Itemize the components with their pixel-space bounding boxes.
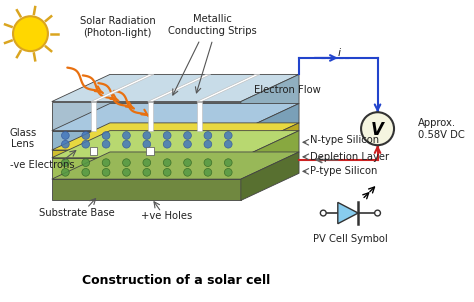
Circle shape <box>82 169 90 176</box>
Circle shape <box>143 159 151 166</box>
Text: V: V <box>371 121 384 139</box>
Text: N-type Silicon: N-type Silicon <box>310 135 379 145</box>
Polygon shape <box>338 202 358 224</box>
Polygon shape <box>148 74 211 101</box>
Polygon shape <box>52 74 299 101</box>
Circle shape <box>62 169 69 176</box>
Text: P-type Silicon: P-type Silicon <box>310 166 377 176</box>
Circle shape <box>143 140 151 148</box>
Circle shape <box>102 169 110 176</box>
Polygon shape <box>52 150 241 158</box>
Circle shape <box>13 16 48 51</box>
Polygon shape <box>52 123 299 150</box>
Circle shape <box>82 132 90 139</box>
Polygon shape <box>52 131 241 150</box>
Circle shape <box>204 132 212 139</box>
Polygon shape <box>91 101 96 131</box>
Circle shape <box>374 210 381 216</box>
Circle shape <box>204 159 212 166</box>
Circle shape <box>164 132 171 139</box>
Text: i: i <box>337 48 340 58</box>
Circle shape <box>183 159 191 166</box>
Polygon shape <box>241 104 299 150</box>
Polygon shape <box>197 101 201 131</box>
Text: +ve Holes: +ve Holes <box>141 211 192 221</box>
Text: Solar Radiation
(Photon-light): Solar Radiation (Photon-light) <box>80 16 155 38</box>
Text: Substrate Base: Substrate Base <box>39 208 115 218</box>
Circle shape <box>320 210 326 216</box>
Circle shape <box>102 159 110 166</box>
Circle shape <box>102 132 110 139</box>
Polygon shape <box>52 131 299 158</box>
Circle shape <box>82 140 90 148</box>
Polygon shape <box>241 131 299 179</box>
Circle shape <box>143 132 151 139</box>
Circle shape <box>361 112 394 145</box>
Circle shape <box>62 159 69 166</box>
Circle shape <box>123 169 130 176</box>
Circle shape <box>164 159 171 166</box>
Circle shape <box>123 140 130 148</box>
Circle shape <box>224 132 232 139</box>
Text: Electron Flow: Electron Flow <box>254 85 321 95</box>
Polygon shape <box>197 74 260 101</box>
Circle shape <box>123 132 130 139</box>
Circle shape <box>143 169 151 176</box>
Text: PV Cell Symbol: PV Cell Symbol <box>313 234 388 244</box>
Circle shape <box>102 140 110 148</box>
Polygon shape <box>241 123 299 158</box>
Circle shape <box>62 140 69 148</box>
Polygon shape <box>52 158 241 179</box>
Text: Metallic
Conducting Strips: Metallic Conducting Strips <box>168 14 257 36</box>
Circle shape <box>224 159 232 166</box>
Circle shape <box>204 169 212 176</box>
Text: Construction of a solar cell: Construction of a solar cell <box>82 274 270 287</box>
Polygon shape <box>90 147 97 155</box>
Circle shape <box>164 140 171 148</box>
Polygon shape <box>52 104 299 131</box>
Circle shape <box>224 169 232 176</box>
Polygon shape <box>52 152 299 179</box>
Circle shape <box>183 140 191 148</box>
Circle shape <box>183 169 191 176</box>
Text: Depletion Layer: Depletion Layer <box>310 152 389 162</box>
Text: Approx.
0.58V DC: Approx. 0.58V DC <box>418 118 465 140</box>
Circle shape <box>224 140 232 148</box>
Polygon shape <box>146 147 154 155</box>
Polygon shape <box>241 74 299 131</box>
Polygon shape <box>241 152 299 201</box>
Circle shape <box>123 159 130 166</box>
Polygon shape <box>52 179 241 201</box>
Circle shape <box>82 159 90 166</box>
Circle shape <box>164 169 171 176</box>
Polygon shape <box>52 101 241 131</box>
Circle shape <box>204 140 212 148</box>
Text: Glass
Lens: Glass Lens <box>9 128 36 149</box>
Circle shape <box>62 132 69 139</box>
Polygon shape <box>91 74 154 101</box>
Circle shape <box>183 132 191 139</box>
Polygon shape <box>148 101 153 131</box>
Text: -ve Electrons: -ve Electrons <box>10 159 74 169</box>
